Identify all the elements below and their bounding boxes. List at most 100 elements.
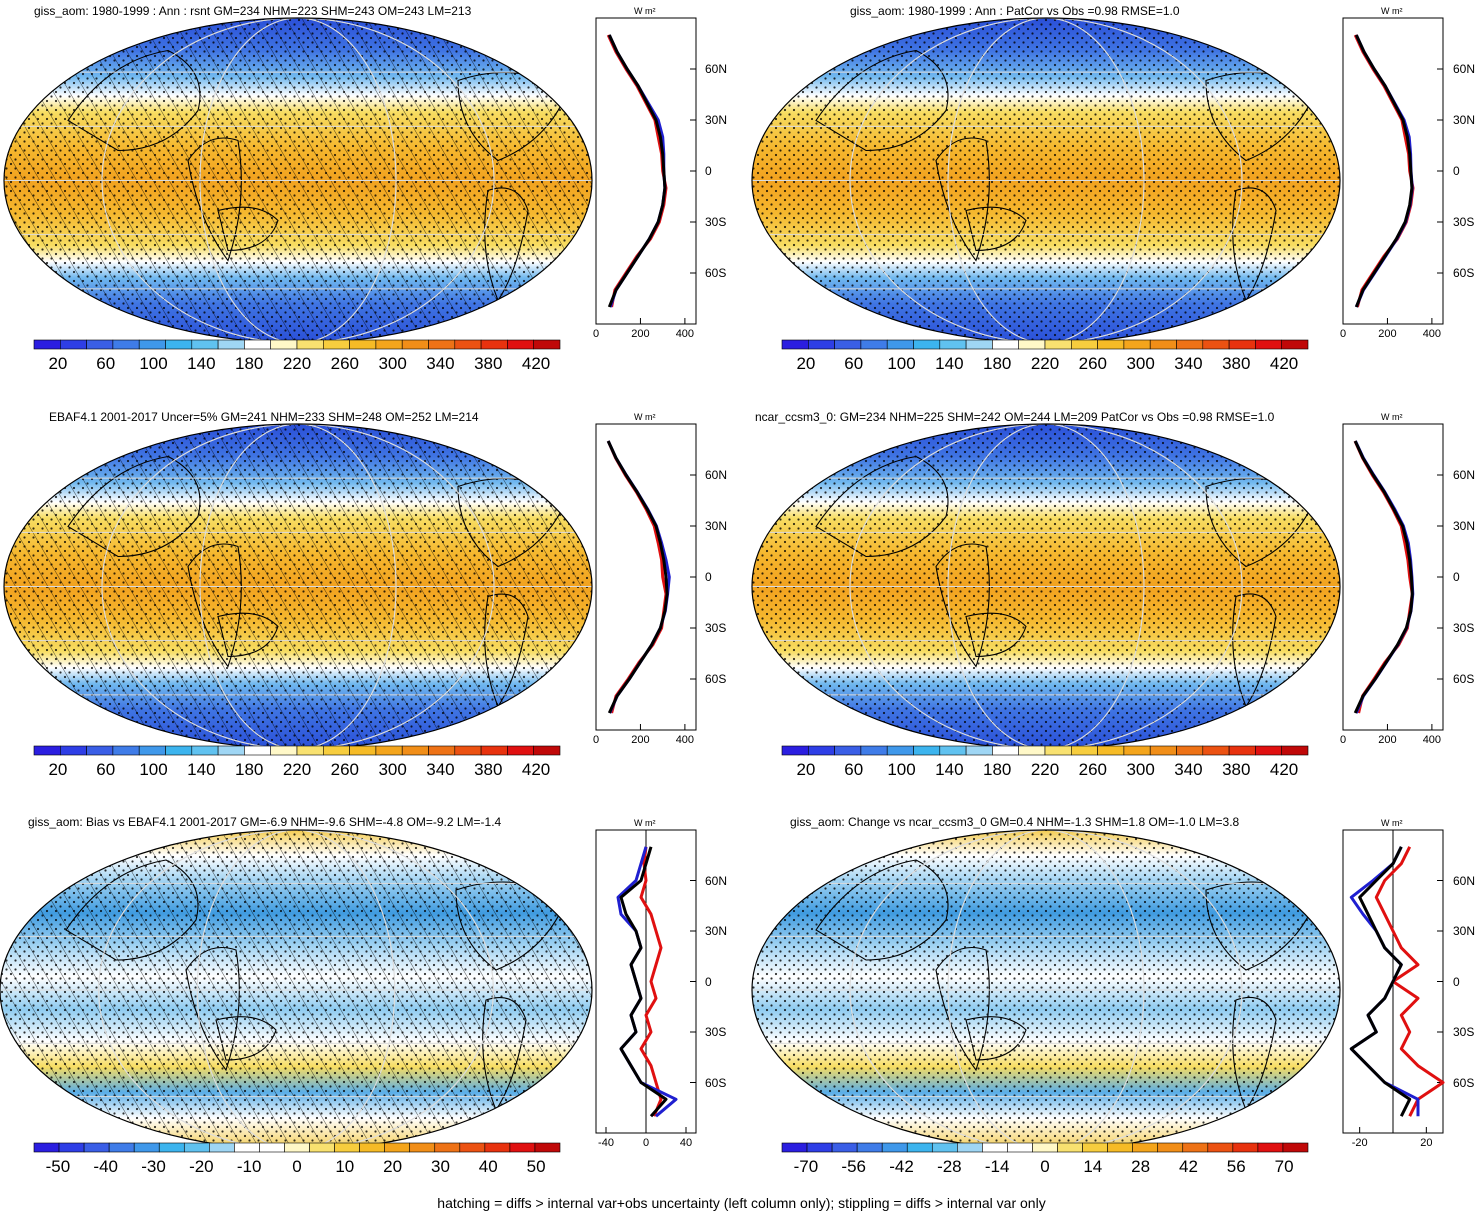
colorbar-swatch (886, 339, 914, 350)
colorbar-swatch (913, 745, 941, 756)
profile-lat-label: 30S (705, 621, 727, 635)
colorbar-tick-label: 180 (234, 760, 264, 779)
map-2 (752, 18, 1340, 343)
colorbar-tick-label: 220 (1030, 760, 1060, 779)
colorbar-swatch (165, 745, 193, 756)
colorbar-swatch (1257, 1142, 1284, 1153)
profile-x-tick-label: 0 (592, 734, 600, 746)
colorbar-swatch (359, 1142, 385, 1153)
colorbar-4 (781, 745, 1309, 756)
colorbar-swatch (1149, 339, 1177, 350)
colorbar-swatch (244, 339, 271, 350)
colorbar-swatch (781, 339, 809, 350)
colorbar-swatch (270, 745, 298, 756)
colorbar-tick-label: 380 (1222, 354, 1251, 373)
colorbar-tick-label: -30 (141, 1157, 166, 1176)
colorbar-5 (33, 1142, 561, 1153)
profile-x-tick-label: -40 (598, 1137, 614, 1149)
colorbar-swatch (931, 1142, 958, 1153)
colorbar-swatch (965, 339, 993, 350)
colorbar-swatch (906, 1142, 933, 1153)
profile-series-red (1353, 440, 1414, 714)
colorbar-tick-label: 70 (1274, 1157, 1294, 1176)
profile-series-black (619, 846, 668, 1118)
profile-lat-label: 60N (1453, 62, 1476, 76)
colorbar-swatch (401, 339, 429, 350)
profile-lat-label: 60S (1453, 266, 1475, 280)
colorbar-swatch (1123, 339, 1151, 350)
profile-series-blue (1354, 34, 1414, 308)
colorbar-swatch (217, 745, 245, 756)
map-3 (4, 424, 592, 749)
panel-title-6: giss_aom: Change vs ncar_ccsm3_0 GM=0.4 … (790, 815, 1240, 829)
colorbar-tick-label: -20 (189, 1157, 214, 1176)
colorbar-swatch (209, 1142, 235, 1153)
colorbar-swatch (1228, 339, 1256, 350)
graticule-meridian (101, 424, 495, 749)
profile-frame (1342, 17, 1444, 325)
colorbar-swatch (480, 745, 508, 756)
profile-lat-label: 60S (705, 672, 727, 686)
colorbar-swatch (1082, 1142, 1108, 1153)
colorbar-tick-label: 340 (426, 760, 455, 779)
colorbar-swatch (807, 339, 835, 350)
colorbar-swatch (856, 1142, 883, 1153)
colorbar-tick-label: -10 (236, 1157, 262, 1176)
profile-lat-label: 60N (1453, 468, 1476, 482)
profile-series-red (1374, 846, 1445, 1117)
colorbar-swatch (434, 1142, 461, 1153)
colorbar-swatch (1157, 1142, 1184, 1153)
colorbar-swatch (1228, 745, 1256, 756)
colorbar-tick-label: 42 (1178, 1157, 1198, 1176)
colorbar-swatch (1202, 745, 1230, 756)
profile-lat-label: 0 (705, 164, 712, 178)
zonal-profile-4 (1342, 423, 1444, 731)
colorbar-tick-label: 140 (187, 354, 216, 373)
colorbar-tick-label: 420 (1269, 354, 1299, 373)
colorbar-swatch (165, 339, 193, 350)
profile-lat-label: 30N (1453, 519, 1476, 533)
colorbar-swatch (881, 1142, 908, 1153)
colorbar-swatch (480, 339, 508, 350)
graticule-meridian (947, 18, 1145, 343)
profile-x-tick-label: 200 (631, 734, 650, 746)
colorbar-swatch (322, 745, 350, 756)
colorbar-swatch (507, 745, 534, 756)
colorbar-tick-label: 56 (1226, 1157, 1246, 1176)
profile-frame (595, 423, 697, 731)
profile-lat-label: 30S (1453, 215, 1475, 229)
profile-series-black (1354, 34, 1414, 308)
colorbar-swatch (1071, 339, 1098, 350)
colorbar-swatch (1255, 745, 1283, 756)
colorbar-tick-label: -42 (889, 1157, 914, 1176)
graticule-meridian (199, 18, 397, 343)
profile-lat-label: 30N (705, 113, 728, 127)
graticule-meridian (947, 830, 1145, 1150)
colorbar-swatch (1044, 745, 1072, 756)
profile-lat-label: 30S (705, 1025, 727, 1039)
profile-lat-label: 0 (1453, 570, 1460, 584)
colorbar-swatch (982, 1142, 1008, 1153)
colorbar-swatch (384, 1142, 411, 1153)
profile-series-red (639, 846, 663, 1117)
panel-4 (751, 423, 1444, 756)
colorbar-swatch (86, 339, 114, 350)
colorbar-tick-label: 140 (935, 760, 964, 779)
colorbar-swatch (1007, 1142, 1033, 1153)
colorbar-swatch (59, 339, 87, 350)
colorbar-tick-label: 20 (48, 354, 68, 373)
colorbar-tick-label: 100 (139, 760, 168, 779)
colorbar-swatch (322, 339, 350, 350)
profile-x-tick-label: 0 (1339, 734, 1347, 746)
zonal-profile-3 (595, 423, 697, 731)
profile-frame (595, 17, 697, 325)
colorbar-2 (781, 339, 1309, 350)
profile-x-tick-label: 20 (1420, 1137, 1433, 1149)
colorbar-tick-label: 20 (383, 1157, 403, 1176)
profile-unit-label: W m² (634, 412, 656, 422)
colorbar-tick-label: 20 (796, 354, 816, 373)
colorbar-tick-label: 340 (1174, 760, 1203, 779)
colorbar-tick-label: 100 (139, 354, 168, 373)
colorbar-swatch (244, 745, 271, 756)
